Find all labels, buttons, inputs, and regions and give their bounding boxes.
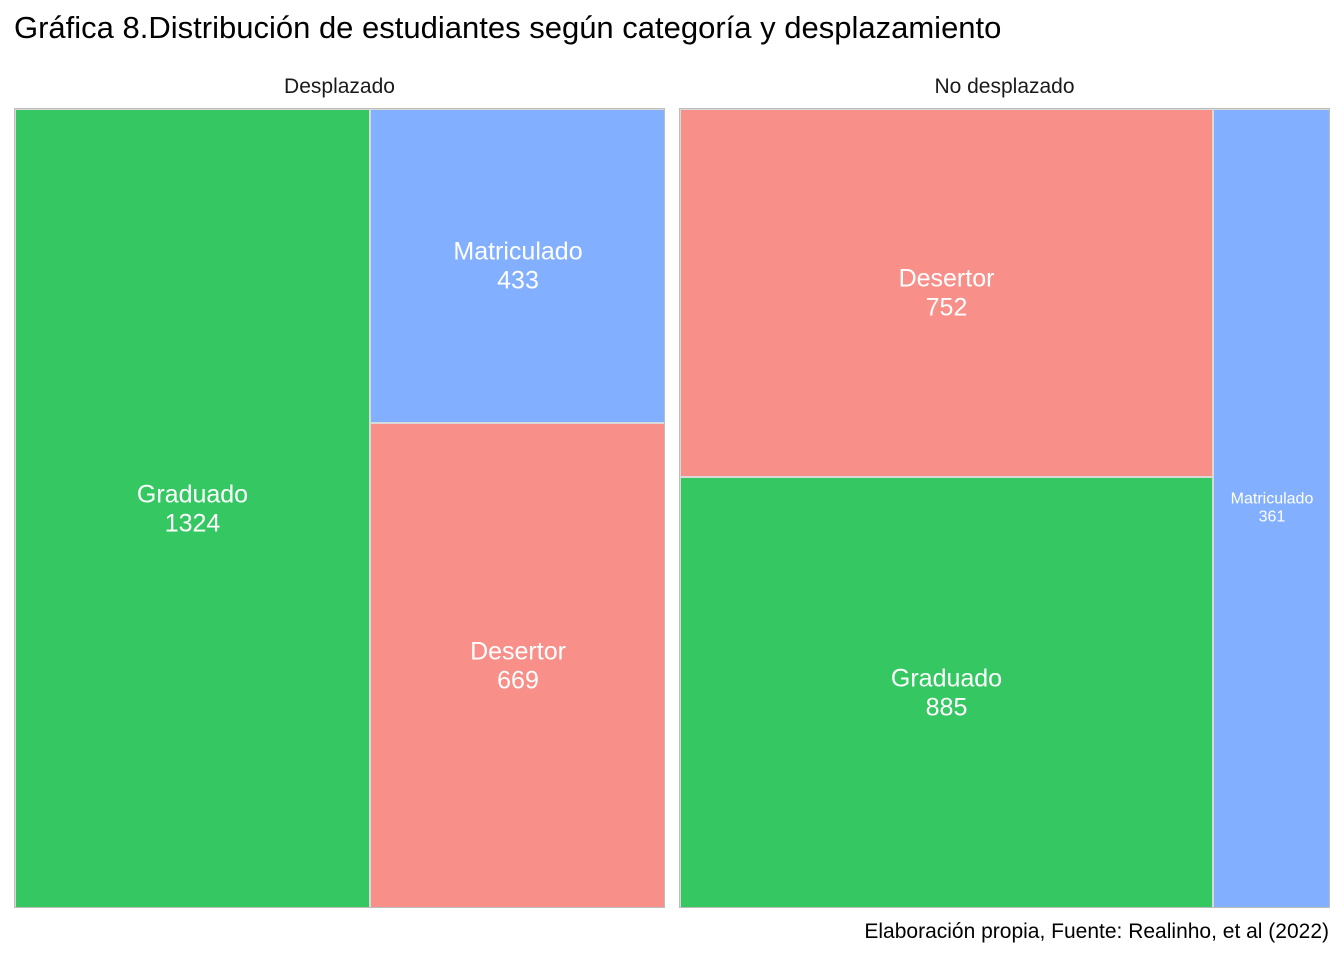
tile-category-label: Graduado — [890, 664, 1003, 693]
treemap-tile-desertor: Desertor 669 — [370, 423, 664, 907]
tile-label: Matriculado 361 — [1214, 490, 1329, 528]
treemap-tile-graduado: Graduado 885 — [680, 477, 1213, 907]
tile-label: Desertor 669 — [371, 637, 664, 695]
treemap-tile-matriculado: Matriculado 433 — [370, 109, 664, 423]
tile-label: Matriculado 433 — [371, 237, 664, 295]
tile-label: Graduado 885 — [681, 664, 1212, 722]
treemap-panel-no-desplazado: Desertor 752 Graduado 885 Matriculado 361 — [679, 108, 1330, 908]
tile-category-label: Desertor — [898, 264, 995, 293]
treemap-panel-desplazado: Graduado 1324 Matriculado 433 Desertor 669 — [14, 108, 665, 908]
tile-category-label: Matriculado — [1230, 490, 1314, 508]
tile-value-label: 361 — [1258, 509, 1286, 526]
tile-value-label: 752 — [925, 293, 968, 321]
panel-label-desplazado: Desplazado — [284, 75, 395, 98]
tile-label: Desertor 752 — [681, 264, 1212, 322]
tile-value-label: 1324 — [164, 509, 221, 537]
tile-category-label: Matriculado — [453, 237, 583, 266]
chart-title: Gráfica 8.Distribución de estudiantes se… — [14, 10, 1002, 45]
tile-label: Graduado 1324 — [16, 480, 369, 538]
tile-value-label: 433 — [497, 266, 539, 294]
treemap-tile-desertor: Desertor 752 — [680, 109, 1213, 477]
panel-label-no-desplazado: No desplazado — [934, 75, 1075, 98]
tile-category-label: Graduado — [136, 480, 249, 509]
tile-value-label: 885 — [925, 693, 968, 721]
treemap-tile-graduado: Graduado 1324 — [15, 109, 370, 907]
treemap-tile-matriculado: Matriculado 361 — [1213, 109, 1329, 907]
source-caption: Elaboración propia, Fuente: Realinho, et… — [864, 920, 1329, 943]
tile-category-label: Desertor — [470, 637, 566, 666]
tile-value-label: 669 — [497, 666, 539, 694]
